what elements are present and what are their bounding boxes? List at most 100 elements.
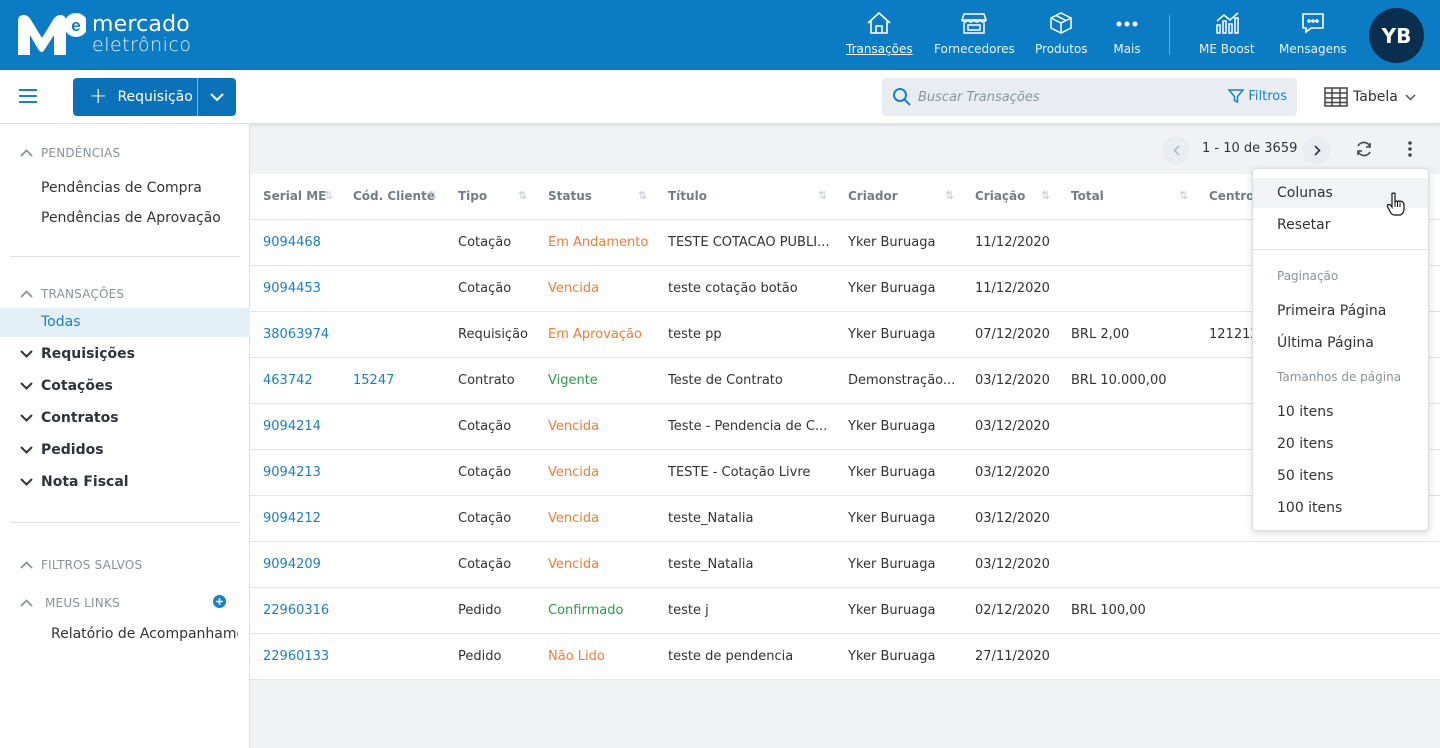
sidebar-group-requisicoes[interactable]: Requisições — [20, 346, 135, 362]
cell-tipo: Cotação — [458, 281, 512, 296]
sidebar-item-relatorio[interactable]: Relatório de Acompanhamento — [51, 626, 238, 642]
cell-status: Vencida — [548, 465, 600, 480]
section-filtros-salvos[interactable]: FILTROS SALVOS — [20, 558, 142, 572]
sidebar-item-pendencias-compra[interactable]: Pendências de Compra — [41, 180, 202, 196]
cell-criacao: 03/12/2020 — [975, 557, 1050, 572]
cell-serial-me[interactable]: 9094214 — [263, 419, 321, 434]
cell-serial-me[interactable]: 463742 — [263, 373, 313, 388]
chevron-left-icon — [1172, 144, 1180, 156]
sidebar-item-pendencias-aprovacao[interactable]: Pendências de Aprovação — [41, 210, 221, 226]
sidebar-group-nota-fiscal[interactable]: Nota Fiscal — [20, 474, 129, 490]
cell-status: Em Andamento — [548, 235, 649, 250]
sidebar-item-todas[interactable]: Todas — [41, 314, 81, 330]
col-tipo[interactable]: Tipo — [458, 189, 488, 203]
sort-icon[interactable]: ⇅ — [945, 189, 955, 202]
more-options-button[interactable] — [1407, 140, 1413, 162]
col-status[interactable]: Status — [548, 189, 592, 203]
menu-item-primeira-pagina[interactable]: Primeira Página — [1277, 303, 1387, 319]
cell-titulo: teste cotação botão — [668, 281, 798, 296]
table-row[interactable]: 463742 15247 Contrato Vigente Teste de Contr… — [250, 358, 1440, 404]
section-pendencias[interactable]: PENDÊNCIAS — [20, 146, 120, 160]
sort-icon[interactable]: ⇅ — [1179, 189, 1189, 202]
menu-item-ultima-pagina[interactable]: Última Página — [1277, 335, 1374, 351]
cell-titulo: teste j — [668, 603, 709, 618]
col-criador[interactable]: Criador — [848, 189, 898, 203]
col-serial-me[interactable]: Serial ME — [263, 189, 327, 203]
nav-transacoes[interactable]: Transações — [846, 10, 913, 62]
sort-icon[interactable]: ⇅ — [818, 189, 828, 202]
menu-item-20-itens[interactable]: 20 itens — [1277, 436, 1334, 452]
logo-mark-icon: e — [18, 13, 86, 55]
refresh-button[interactable] — [1355, 140, 1373, 162]
cell-status: Vencida — [548, 281, 600, 296]
nav-mensagens[interactable]: Mensagens — [1279, 10, 1347, 62]
nav-produtos[interactable]: Produtos — [1035, 10, 1088, 62]
col-titulo[interactable]: Título — [668, 189, 707, 203]
cell-serial-me[interactable]: 22960133 — [263, 649, 330, 664]
prev-page-button[interactable] — [1162, 136, 1190, 164]
nav-fornecedores[interactable]: Fornecedores — [934, 10, 1015, 62]
section-transacoes[interactable]: TRANSAÇÕES — [20, 287, 124, 301]
sort-icon[interactable]: ⇅ — [428, 189, 438, 202]
pagination-text: 1 - 10 de 3659 — [1202, 141, 1298, 156]
sidebar-group-cotacoes[interactable]: Cotações — [20, 378, 113, 394]
toolbar: + Requisição Filtros Tabela — [0, 70, 1440, 124]
new-requisition-button[interactable]: + Requisição — [73, 78, 236, 116]
add-link-icon[interactable] — [213, 595, 226, 608]
table-row[interactable]: 9094214 Cotação Vencida Teste - Pendencia d… — [250, 404, 1440, 450]
cell-serial-me[interactable]: 9094453 — [263, 281, 321, 296]
next-page-button[interactable] — [1303, 136, 1331, 164]
menu-item-100-itens[interactable]: 100 itens — [1277, 500, 1343, 516]
table-row[interactable]: 22960133 Pedido Não Lido teste de pendencia… — [250, 634, 1440, 680]
sort-icon[interactable]: ⇅ — [324, 189, 334, 202]
chevron-down-icon[interactable] — [198, 78, 236, 116]
cell-cod-cliente[interactable]: 15247 — [353, 373, 395, 388]
sidebar-group-pedidos[interactable]: Pedidos — [20, 442, 104, 458]
menu-item-50-itens[interactable]: 50 itens — [1277, 468, 1334, 484]
menu-item-resetar[interactable]: Resetar — [1277, 217, 1331, 233]
cell-tipo: Contrato — [458, 373, 515, 388]
table-row[interactable]: 9094213 Cotação Vencida TESTE - Cotação Liv… — [250, 450, 1440, 496]
table-row[interactable]: 9094209 Cotação Vencida teste_Natalia Yker B… — [250, 542, 1440, 588]
new-requisition-label: Requisição — [117, 89, 193, 105]
cell-criacao: 11/12/2020 — [975, 281, 1050, 296]
nav-me-boost[interactable]: ME Boost — [1199, 10, 1255, 62]
table-row[interactable]: 38063974 Requisição Em Aprovação teste pp Yk… — [250, 312, 1440, 358]
sort-icon[interactable]: ⇅ — [518, 189, 528, 202]
table-row[interactable]: 9094453 Cotação Vencida teste cotação botão… — [250, 266, 1440, 312]
section-meus-links[interactable]: MEUS LINKS — [20, 596, 120, 610]
home-icon — [865, 10, 893, 36]
cell-serial-me[interactable]: 22960316 — [263, 603, 330, 618]
cell-serial-me[interactable]: 9094212 — [263, 511, 321, 526]
sidebar-group-contratos[interactable]: Contratos — [20, 410, 119, 426]
menu-item-10-itens[interactable]: 10 itens — [1277, 404, 1334, 420]
col-cod-cliente[interactable]: Cód. Cliente — [353, 189, 435, 203]
sort-icon[interactable]: ⇅ — [1041, 189, 1051, 202]
cell-serial-me[interactable]: 38063974 — [263, 327, 330, 342]
col-criacao[interactable]: Criação — [975, 189, 1026, 203]
cell-serial-me[interactable]: 9094213 — [263, 465, 321, 480]
table-row[interactable]: 9094468 Cotação Em Andamento TESTE COTACAO … — [250, 220, 1440, 266]
cell-serial-me[interactable]: 9094209 — [263, 557, 321, 572]
nav-mais[interactable]: Mais — [1113, 10, 1141, 62]
hamburger-menu-icon[interactable] — [19, 89, 37, 103]
cell-serial-me[interactable]: 9094468 — [263, 235, 321, 250]
menu-caption-tamanhos: Tamanhos de página — [1277, 370, 1402, 384]
chevron-down-icon — [20, 478, 33, 486]
table-row[interactable]: 22960316 Pedido Confirmado teste j Yker Buru… — [250, 588, 1440, 634]
logo[interactable]: e mercado eletrônico — [14, 11, 192, 59]
kebab-menu-icon — [1408, 141, 1412, 157]
sort-icon[interactable]: ⇅ — [638, 189, 648, 202]
table-icon — [1324, 87, 1348, 107]
view-selector[interactable]: Tabela — [1324, 87, 1416, 107]
search-input[interactable] — [918, 89, 1218, 105]
cell-status: Vigente — [548, 373, 598, 388]
store-icon — [960, 10, 988, 36]
table-row[interactable]: 9094212 Cotação Vencida teste_Natalia Yker B… — [250, 496, 1440, 542]
cell-criador: Yker Buruaga — [848, 511, 936, 526]
avatar[interactable]: YB — [1369, 8, 1424, 63]
menu-item-colunas[interactable]: Colunas — [1253, 178, 1428, 208]
col-centro[interactable]: Centro — [1209, 189, 1255, 203]
filters-button[interactable]: Filtros — [1228, 88, 1287, 104]
col-total[interactable]: Total — [1071, 189, 1104, 203]
